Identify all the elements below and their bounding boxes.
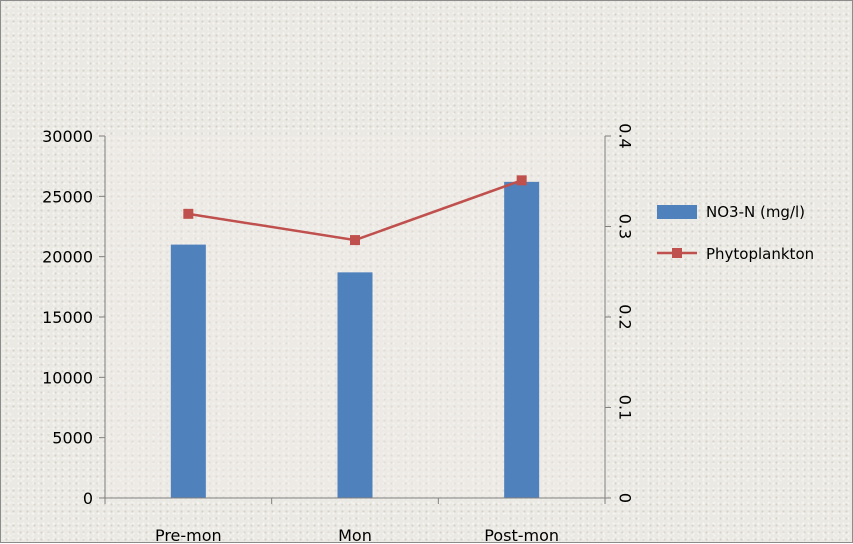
right-tick-label: 0.2 <box>615 304 634 329</box>
bar <box>170 244 206 498</box>
legend: NO3-N (mg/l) Phytoplankton <box>657 203 814 263</box>
left-tick-label: 15000 <box>42 308 93 327</box>
right-tick-label: 0.3 <box>615 214 634 239</box>
left-tick-label: 10000 <box>42 368 93 387</box>
left-tick-label: 20000 <box>42 248 93 267</box>
right-tick-label: 0 <box>615 493 634 503</box>
line-point <box>183 208 194 219</box>
legend-label-bar: NO3-N (mg/l) <box>706 203 805 221</box>
bar-series <box>170 181 540 498</box>
left-tick-label: 5000 <box>52 429 93 448</box>
legend-marker-line <box>672 248 682 258</box>
bar <box>504 181 540 498</box>
bar <box>337 272 373 498</box>
right-tick-label: 0.4 <box>615 123 634 148</box>
x-tick-label: Mon <box>338 526 372 544</box>
legend-swatch-bar <box>657 205 697 219</box>
left-tick-label: 0 <box>83 489 93 508</box>
line-point <box>350 235 360 246</box>
line-point <box>516 175 527 186</box>
axes: 0 5000 10000 15000 20000 25000 30000 0 0.1 0.2 0.3… <box>42 123 634 544</box>
right-tick-label: 0.1 <box>615 395 634 420</box>
left-tick-label: 30000 <box>42 127 93 146</box>
x-tick-label: Pre-mon <box>155 526 222 544</box>
x-tick-label: Post-mon <box>484 526 559 544</box>
legend-label-line: Phytoplankton <box>706 245 814 263</box>
left-tick-label: 25000 <box>42 187 93 206</box>
line-series <box>183 175 527 246</box>
